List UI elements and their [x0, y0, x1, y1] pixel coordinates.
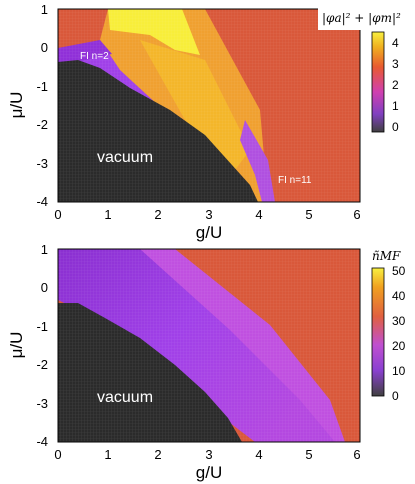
bottom-cb-tick-50: 50	[392, 264, 406, 278]
top-cb-tick-2: 2	[392, 78, 399, 92]
bottom-x-tick-3: 3	[205, 447, 212, 462]
bottom-x-tick-4: 4	[255, 447, 262, 462]
top-colorbar-label-box	[318, 6, 413, 30]
bottom-x-ticks: 0 1 2 3 4 5 6	[54, 447, 360, 462]
bottom-y-tick-minus1: -1	[36, 319, 48, 334]
top-x-tick-3: 3	[205, 207, 212, 222]
top-fi-n2-label: FI n=2	[80, 51, 109, 62]
top-y-tick-1: 1	[41, 2, 48, 17]
bottom-y-axis-label: μ/U	[7, 332, 26, 359]
top-cb-tick-0: 0	[392, 120, 399, 134]
top-cb-tick-4: 4	[392, 36, 399, 50]
bottom-heatmap	[58, 249, 360, 442]
bottom-grid-texture	[58, 249, 360, 442]
bottom-cb-tick-20: 20	[392, 339, 406, 353]
top-y-ticks: 1 0 -1 -2 -3 -4	[36, 2, 48, 209]
bottom-cb-tick-40: 40	[392, 289, 406, 303]
top-frame	[57, 8, 361, 203]
bottom-vacuum-label: vacuum	[97, 389, 153, 406]
top-colorbar	[371, 31, 385, 133]
top-x-tick-2: 2	[154, 207, 161, 222]
bottom-y-tick-0: 0	[41, 280, 48, 295]
bottom-colorbar	[371, 267, 385, 397]
top-x-tick-0: 0	[54, 207, 61, 222]
bottom-colorbar-ticks: 50 40 30 20 10 0	[392, 264, 406, 403]
top-y-tick-minus2: -2	[36, 117, 48, 132]
top-y-tick-minus1: -1	[36, 79, 48, 94]
bottom-x-tick-5: 5	[305, 447, 312, 462]
bottom-cb-tick-10: 10	[392, 364, 406, 378]
top-x-tick-6: 6	[353, 207, 360, 222]
top-fi-n11-label: FI n=11	[278, 175, 312, 186]
top-heatmap	[58, 9, 360, 202]
bottom-cb-tick-30: 30	[392, 314, 406, 328]
bottom-y-tick-minus3: -3	[36, 396, 48, 411]
bottom-y-ticks: 1 0 -1 -2 -3 -4	[36, 242, 48, 449]
top-cb-tick-1: 1	[392, 99, 399, 113]
bottom-frame	[57, 248, 361, 443]
top-cb-tick-3: 3	[392, 57, 399, 71]
top-grid-texture	[58, 9, 360, 202]
top-x-axis-label: g/U	[196, 223, 222, 242]
bottom-y-tick-minus4: -4	[36, 434, 48, 449]
top-colorbar-ticks: 4 3 2 1 0	[392, 36, 399, 134]
top-y-tick-minus3: -3	[36, 156, 48, 171]
top-y-axis-label: μ/U	[7, 92, 26, 119]
bottom-x-tick-6: 6	[353, 447, 360, 462]
bottom-y-tick-minus2: -2	[36, 357, 48, 372]
top-x-ticks: 0 1 2 3 4 5 6	[54, 207, 360, 222]
bottom-x-axis-label: g/U	[196, 463, 222, 482]
top-colorbar-label: |φa|² + |φm|²	[322, 11, 401, 25]
bottom-y-tick-1: 1	[41, 242, 48, 257]
bottom-x-tick-1: 1	[104, 447, 111, 462]
top-x-tick-5: 5	[305, 207, 312, 222]
bottom-colorbar-label: ñMF	[372, 249, 401, 263]
top-vacuum-label: vacuum	[97, 149, 153, 166]
bottom-x-tick-0: 0	[54, 447, 61, 462]
top-x-tick-4: 4	[255, 207, 262, 222]
top-x-tick-1: 1	[104, 207, 111, 222]
top-y-tick-minus4: -4	[36, 194, 48, 209]
top-y-tick-0: 0	[41, 40, 48, 55]
bottom-cb-tick-0: 0	[392, 389, 399, 403]
bottom-x-tick-2: 2	[154, 447, 161, 462]
